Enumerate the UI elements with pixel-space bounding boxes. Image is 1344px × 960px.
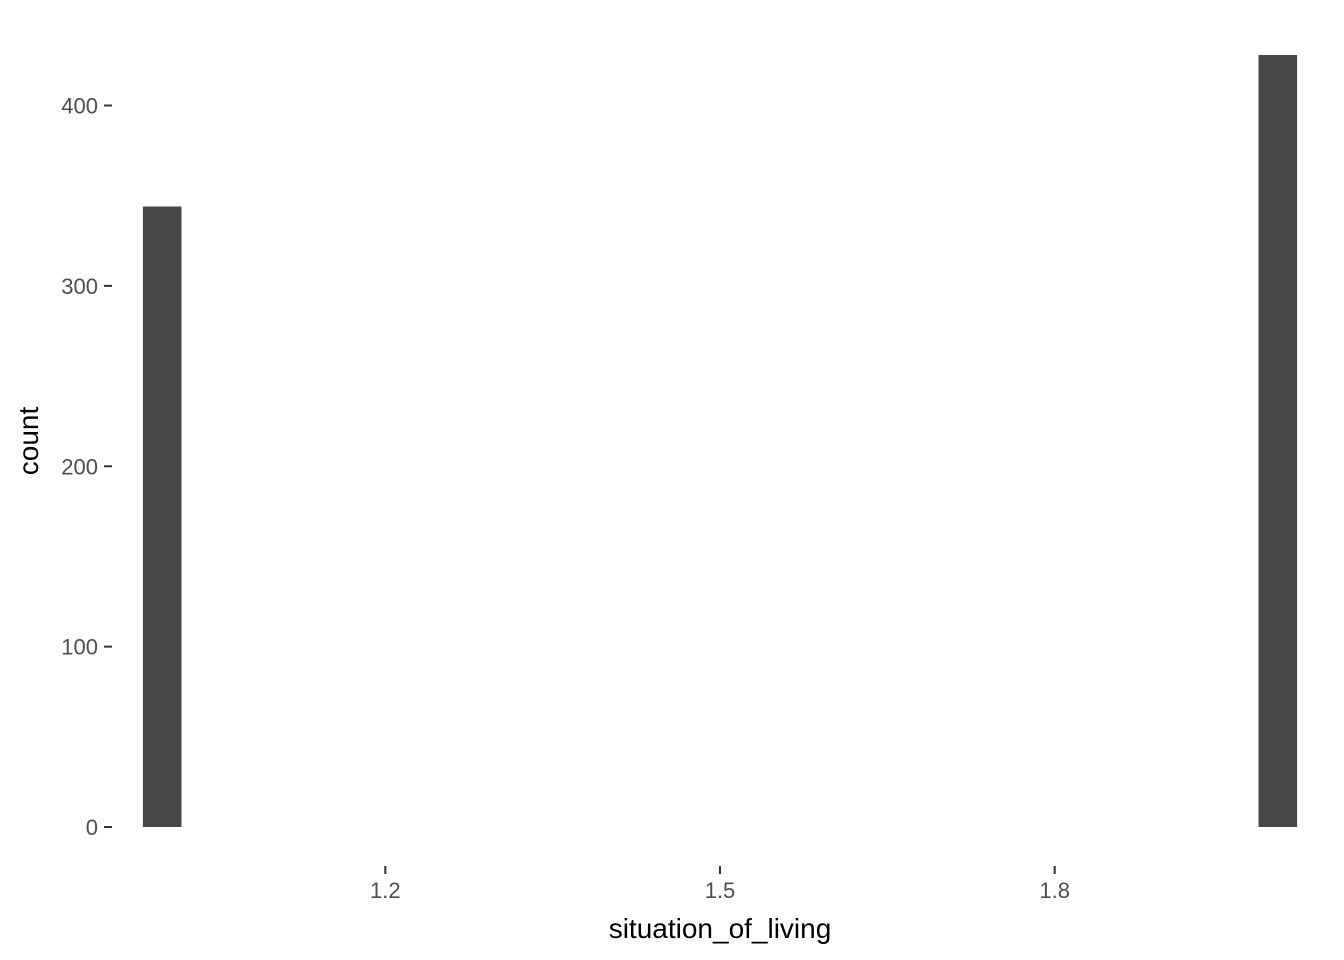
y-axis-title: count (13, 407, 44, 476)
y-tick-label: 100 (61, 635, 98, 660)
histogram-bar (142, 206, 182, 827)
histogram-bar (1258, 55, 1298, 827)
y-axis: 0 100 200 300 400 (61, 94, 112, 840)
x-axis-title: situation_of_living (609, 913, 832, 944)
y-tick-label: 400 (61, 94, 98, 119)
x-axis: 1.2 1.5 1.8 (370, 866, 1070, 903)
x-tick-label: 1.5 (705, 878, 736, 903)
y-tick-label: 0 (86, 815, 98, 840)
y-tick-label: 300 (61, 274, 98, 299)
bars-group (142, 55, 1298, 827)
x-tick-label: 1.2 (370, 878, 401, 903)
y-tick-label: 200 (61, 454, 98, 479)
x-tick-label: 1.8 (1039, 878, 1070, 903)
